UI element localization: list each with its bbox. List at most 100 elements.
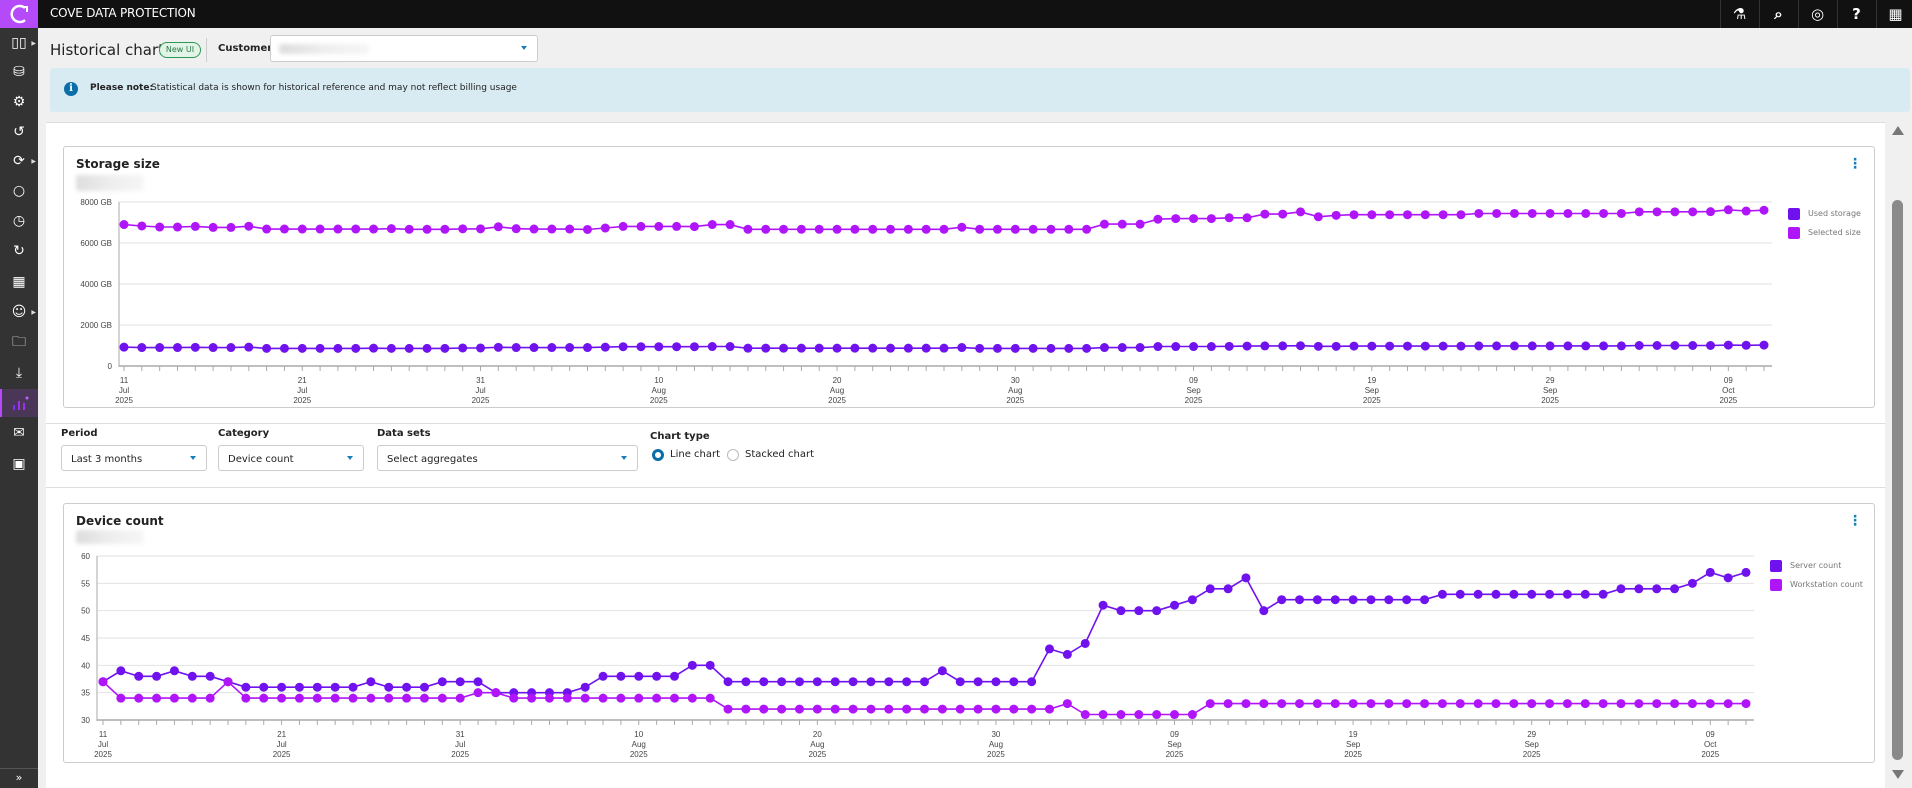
chart-type-label: Chart type [650,431,710,442]
line-chart-label[interactable]: Line chart [670,449,721,460]
x-tick-label: 11 [120,376,129,385]
help-icon[interactable]: ? [1837,0,1875,28]
dashboard-icon[interactable]: ▯▯ ▶ [11,35,36,51]
data-point [955,677,965,687]
data-point [384,693,394,703]
data-point [939,224,949,234]
data-point [1152,606,1162,616]
scroll-thumb[interactable] [1892,200,1903,760]
apps-grid-icon[interactable]: ▦ [1876,0,1912,28]
scroll-up-arrow-icon[interactable] [1892,126,1904,135]
data-point [868,224,878,234]
legend-item[interactable]: Server count [1770,556,1863,575]
device-settings-icon[interactable]: ⚙ [12,94,26,110]
legend-item[interactable]: Selected size [1788,223,1861,242]
data-point [1153,342,1163,352]
data-point [886,224,896,234]
historical-charts-icon[interactable] [0,389,38,417]
x-tick-label: 10 [634,730,643,739]
download-icon[interactable]: ⤓ [15,365,23,381]
data-point [547,343,557,353]
data-point [1474,208,1484,218]
schedule-report-icon[interactable]: ▣ [12,456,26,472]
data-point [1080,638,1090,648]
legend-swatch [1788,226,1800,239]
data-point [116,693,126,703]
scroll-down-arrow-icon[interactable] [1892,770,1904,779]
legend-item[interactable]: Used storage [1788,204,1861,223]
data-point [1599,341,1609,351]
data-point [1134,606,1144,616]
data-point [493,222,503,232]
data-point [119,220,129,230]
legend-swatch [1770,559,1782,572]
legend-item[interactable]: Workstation count [1770,575,1863,594]
users-icon[interactable]: ☺ ▶ [11,304,36,320]
data-point [1366,595,1376,605]
data-point [1562,699,1572,709]
reports-icon[interactable]: ▦ [12,274,26,290]
period-select[interactable]: Last 3 months [61,445,207,471]
x-tick-label: 11 [99,730,108,739]
refresh-icon[interactable]: ○ [12,183,26,199]
line-chart-radio[interactable] [652,449,664,461]
x-tick-label: Jul [455,740,465,749]
series-line [102,571,1747,694]
data-point [866,704,876,714]
x-tick-label: Oct [1704,740,1717,749]
customer-select[interactable] [270,35,538,62]
data-point [529,343,539,353]
data-point [796,224,806,234]
data-point [1312,595,1322,605]
data-point [1545,699,1555,709]
email-schedule-icon[interactable]: ✉ [13,425,25,441]
data-point [205,693,215,703]
lock-folder-icon[interactable]: 🗀 [12,334,26,350]
stacked-chart-radio[interactable] [727,449,739,461]
storage-settings-icon[interactable]: ⛁ [13,64,25,80]
data-point [705,660,715,670]
restore-icon[interactable]: ↻ [13,243,25,259]
data-point [565,343,575,353]
category-select[interactable]: Device count [218,445,364,471]
data-point [455,677,465,687]
data-point [741,677,751,687]
data-point [743,343,753,353]
y-tick-label: 30 [81,716,90,725]
data-point [1563,208,1573,218]
x-tick-label: 29 [1546,376,1555,385]
data-point [832,224,842,234]
data-point [190,342,200,352]
expand-sidebar-button[interactable]: » [0,768,38,788]
data-point [241,682,251,692]
data-point [1527,341,1537,351]
user-icon[interactable]: ◎ [1798,0,1836,28]
data-point [616,671,626,681]
datasets-select[interactable]: Select aggregates [377,445,638,471]
data-point [1187,710,1197,720]
history-icon[interactable]: ◷ [12,213,26,229]
data-point [921,224,931,234]
data-point [1062,699,1072,709]
data-point [241,693,251,703]
sync-icon[interactable]: ⟳ ▶ [13,153,36,169]
data-point [1367,341,1377,351]
data-point [1634,207,1644,217]
data-point [761,224,771,234]
search-icon[interactable]: ⌕ [1759,0,1797,28]
data-point [262,224,272,234]
y-tick-label: 40 [81,661,90,670]
new-ui-badge[interactable]: New UI [159,42,201,58]
cove-logo-icon[interactable] [0,0,38,28]
recovery-icon[interactable]: ↺ [13,124,25,140]
data-point [598,693,608,703]
stacked-chart-label[interactable]: Stacked chart [745,449,815,460]
flask-icon[interactable]: ⚗ [1720,0,1758,28]
data-point [262,343,272,353]
data-point [1028,224,1038,234]
data-point [600,342,610,352]
scrollbar[interactable] [1888,122,1908,788]
legend-label: Selected size [1808,228,1861,237]
data-point [1634,584,1644,594]
data-point [1706,207,1716,217]
